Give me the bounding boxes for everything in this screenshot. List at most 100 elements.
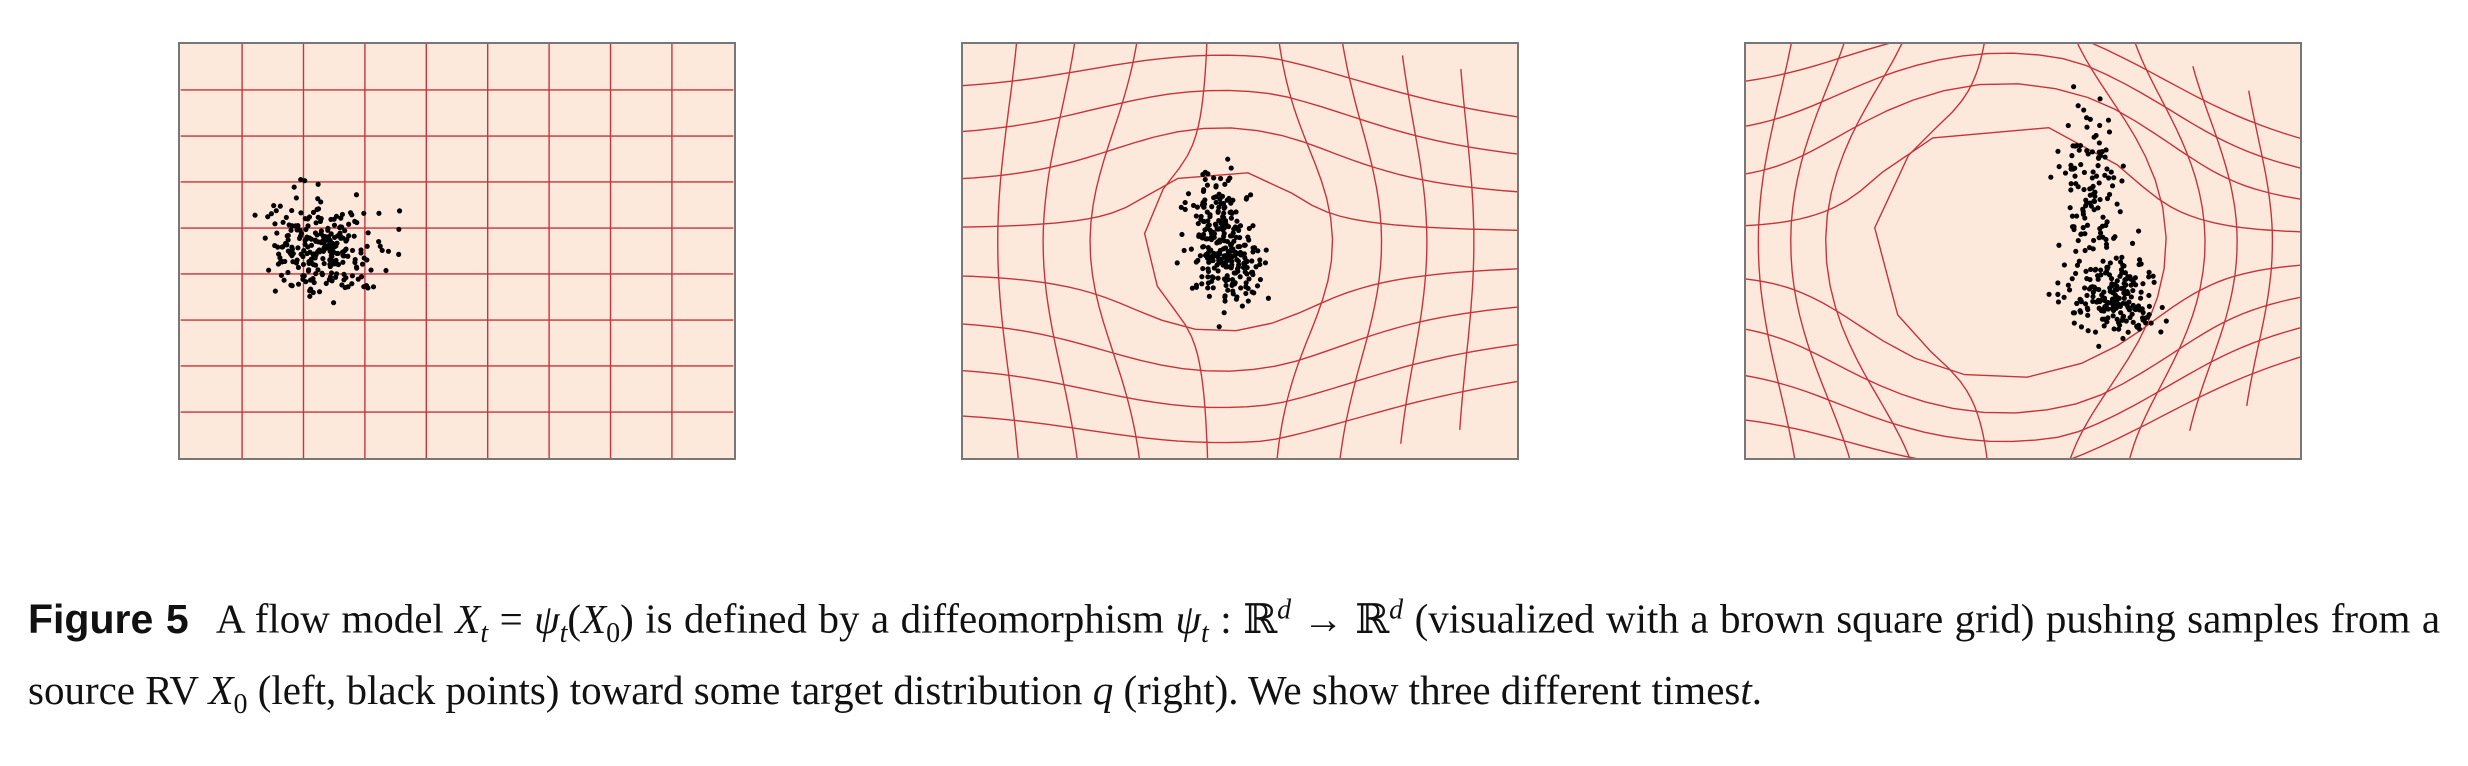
sample-point — [2121, 295, 2127, 301]
sample-point — [342, 228, 348, 234]
grid-line-horizontal — [963, 127, 1517, 193]
sample-point — [2097, 122, 2103, 128]
sample-point — [1248, 192, 1254, 198]
sample-point — [1249, 258, 1255, 264]
sample-point — [1222, 293, 1228, 299]
sample-point — [2109, 283, 2115, 289]
sample-point — [2074, 213, 2080, 219]
sample-point — [1234, 266, 1241, 272]
sample-point — [1194, 204, 1200, 210]
sample-point — [1232, 249, 1238, 255]
sample-point — [273, 208, 279, 214]
sample-point — [345, 253, 351, 259]
sample-point — [364, 243, 370, 249]
sample-point — [305, 216, 311, 222]
sample-point — [2129, 311, 2135, 317]
grid-line-vertical — [1339, 44, 1383, 458]
sample-point — [303, 279, 309, 285]
sample-point — [2108, 276, 2115, 282]
sample-point — [1246, 276, 1252, 282]
sample-point — [2073, 270, 2079, 277]
sample-point — [345, 284, 351, 290]
sample-point — [2112, 234, 2118, 240]
sample-point — [352, 259, 358, 265]
sample-point — [272, 288, 278, 294]
sample-point — [1225, 248, 1231, 255]
sample-point — [2101, 308, 2107, 314]
sample-point — [2061, 262, 2067, 268]
sample-point — [1257, 261, 1263, 268]
sample-point — [1229, 262, 1235, 268]
grid-line-vertical — [1757, 44, 1796, 458]
sample-point — [2071, 320, 2077, 326]
sample-point — [2118, 310, 2124, 316]
sample-point — [315, 239, 322, 245]
sample-point — [305, 268, 312, 274]
sample-point — [349, 281, 355, 287]
sample-point — [1222, 181, 1228, 187]
sample-point — [277, 255, 283, 261]
sample-point — [1200, 243, 1207, 250]
sample-point — [1205, 218, 1211, 224]
sample-point — [2091, 237, 2097, 243]
grid-line-vertical — [1459, 69, 1475, 430]
sample-point — [1215, 268, 1221, 274]
grid-line-horizontal — [963, 343, 1517, 409]
sample-point — [1229, 254, 1235, 260]
sample-point — [1234, 294, 1240, 300]
sample-point — [308, 256, 314, 262]
sample-point — [278, 272, 284, 278]
sample-point — [2091, 207, 2097, 213]
sample-point — [352, 218, 358, 224]
sample-point — [365, 230, 371, 236]
sample-point — [351, 233, 357, 239]
sample-point — [2061, 294, 2067, 300]
sample-point — [1244, 258, 1250, 265]
sample-point — [1217, 196, 1223, 202]
sample-point — [1206, 222, 1212, 228]
sample-point — [2092, 267, 2098, 273]
sample-point — [2104, 244, 2110, 250]
sample-point — [2085, 312, 2091, 318]
sample-point — [1244, 194, 1250, 201]
sample-point — [332, 274, 339, 280]
sample-point — [2099, 292, 2105, 298]
sample-point — [265, 214, 271, 220]
sample-point — [1181, 247, 1187, 253]
sample-point — [2104, 266, 2110, 272]
sample-point — [2069, 213, 2075, 219]
sample-point — [307, 293, 313, 299]
grid-line-horizontal — [1746, 83, 2300, 200]
sample-point — [2120, 262, 2126, 268]
sample-point — [2082, 215, 2088, 221]
sample-point — [2114, 316, 2120, 322]
sample-point — [2101, 323, 2107, 329]
caption-text-6: . — [1751, 666, 1762, 713]
sample-point — [316, 247, 322, 253]
sample-point — [1205, 285, 1211, 291]
sample-point — [2069, 276, 2075, 282]
grid-line-horizontal — [963, 172, 1517, 231]
sample-point — [1199, 274, 1205, 280]
sample-point — [2099, 149, 2105, 155]
sample-point — [2140, 315, 2146, 321]
sample-point — [1224, 197, 1230, 203]
sample-point — [327, 263, 333, 270]
sample-point — [1223, 263, 1229, 269]
caption-text-4: (left, black points) toward some target … — [257, 666, 1083, 713]
sample-point — [2158, 329, 2164, 335]
sample-point — [2077, 142, 2084, 149]
sample-point — [1218, 220, 1224, 226]
sample-point — [316, 289, 323, 295]
grid-line-horizontal — [1746, 44, 2300, 139]
sample-point — [1202, 197, 1208, 203]
grid-left — [180, 44, 734, 458]
sample-point — [323, 280, 329, 286]
sample-point — [2136, 257, 2143, 263]
sample-point — [1227, 175, 1233, 181]
sample-point — [328, 216, 334, 222]
sample-point — [2113, 297, 2119, 303]
caption-text-5: (right). We show three different times — [1123, 666, 1741, 713]
sample-point — [283, 214, 289, 220]
sample-point — [396, 208, 403, 214]
